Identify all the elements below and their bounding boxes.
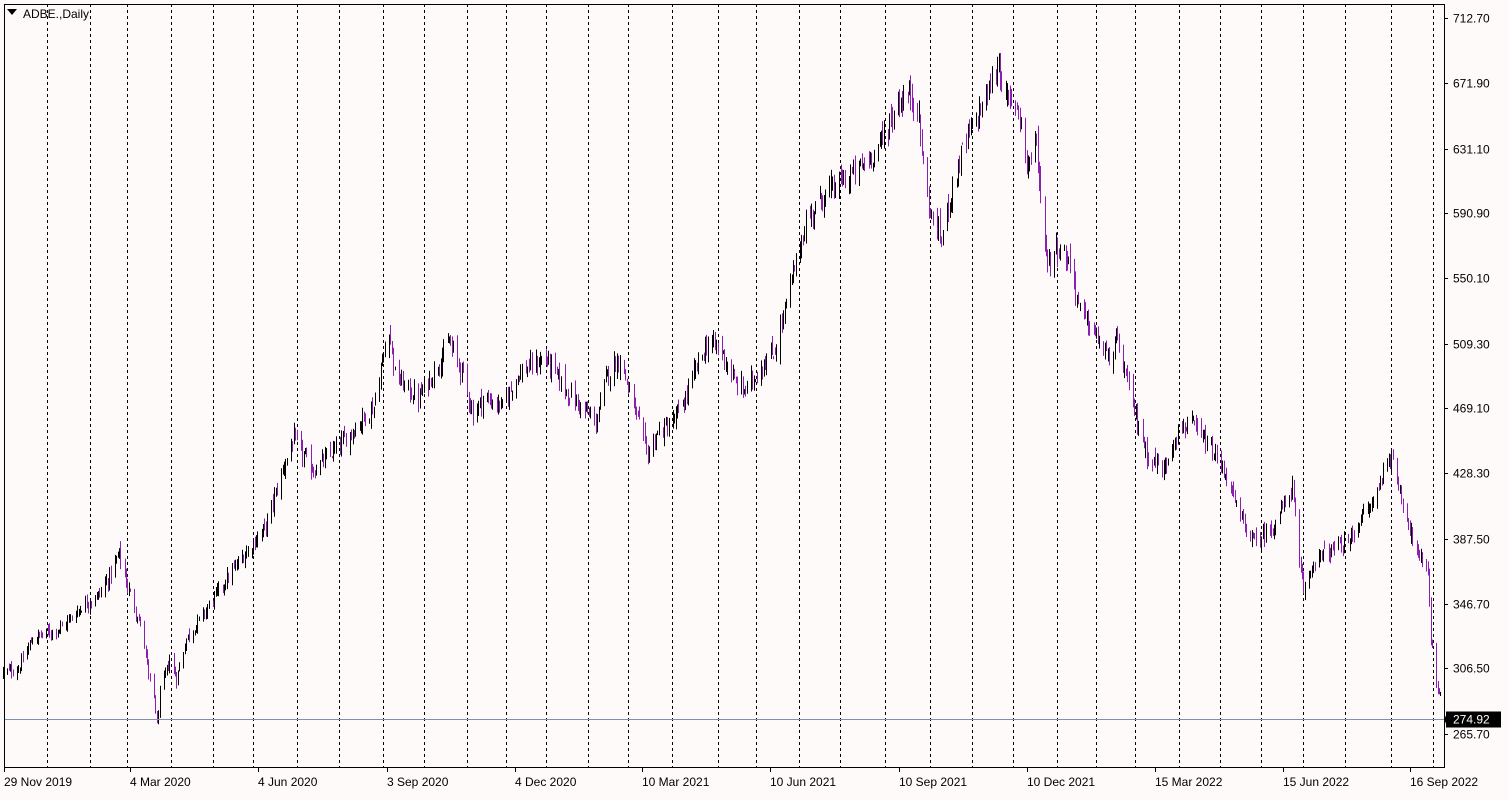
last-price-box	[1446, 711, 1501, 728]
x-tick-label: 10 Dec 2021	[1027, 775, 1095, 789]
x-tick-label: 10 Sep 2021	[899, 775, 967, 789]
last-price-label: 274.92	[1453, 713, 1490, 727]
y-tick-label: 346.70	[1453, 598, 1490, 612]
grid-layer	[47, 4, 1434, 767]
x-tick-label: 4 Mar 2020	[130, 775, 191, 789]
price-axis: 712.70 671.90 631.10 590.90 550.10 509.30 469.…	[1444, 12, 1501, 742]
dropdown-triangle-icon[interactable]	[7, 9, 17, 15]
y-tick-label: 671.90	[1453, 77, 1490, 91]
chart-title-text: ADBE.,Daily	[23, 7, 89, 21]
x-tick-label: 16 Sep 2022	[1410, 775, 1478, 789]
y-tick-label: 265.70	[1453, 728, 1490, 742]
x-tick-label: 10 Mar 2021	[642, 775, 710, 789]
y-tick-label: 469.10	[1453, 402, 1490, 416]
x-tick-label: 10 Jun 2021	[770, 775, 836, 789]
last-price-pointer	[1444, 715, 1446, 724]
x-tick-label: 15 Mar 2022	[1155, 775, 1223, 789]
y-tick-label: 428.30	[1453, 467, 1490, 481]
x-tick-label: 3 Sep 2020	[387, 775, 449, 789]
y-tick-label: 590.90	[1453, 207, 1490, 221]
y-tick-label: 550.10	[1453, 272, 1490, 286]
price-bars	[3, 53, 1441, 725]
y-tick-label: 509.30	[1453, 338, 1490, 352]
x-tick-label: 29 Nov 2019	[4, 775, 72, 789]
y-tick-label: 306.50	[1453, 662, 1490, 676]
x-tick-label: 15 Jun 2022	[1283, 775, 1349, 789]
y-tick-label: 387.50	[1453, 533, 1490, 547]
x-tick-label: 4 Jun 2020	[258, 775, 318, 789]
y-tick-label: 631.10	[1453, 143, 1490, 157]
time-axis: 29 Nov 2019 4 Mar 2020 4 Jun 2020 3 Sep 202…	[4, 767, 1478, 789]
chart-title[interactable]: ADBE.,Daily	[7, 7, 89, 21]
y-tick-label: 712.70	[1453, 12, 1490, 26]
x-tick-label: 4 Dec 2020	[515, 775, 577, 789]
plot-frame	[4, 4, 1445, 768]
